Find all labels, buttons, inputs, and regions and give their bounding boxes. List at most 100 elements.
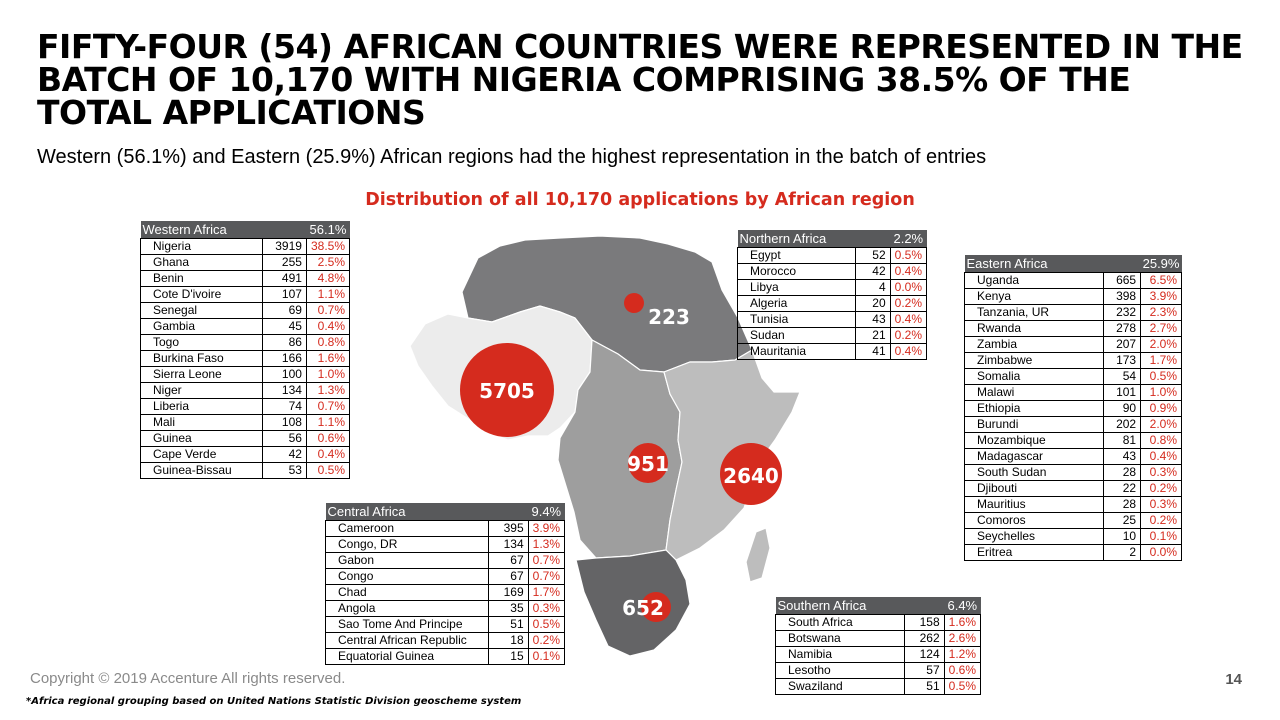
country-count: 395 — [488, 520, 529, 537]
country-count: 134 — [261, 382, 307, 399]
footnote: *Africa regional grouping based on Unite… — [26, 696, 522, 707]
country-share: 0.8% — [1140, 432, 1182, 449]
table-row: Tunisia 43 0.4% — [736, 311, 928, 328]
country-share: 1.6% — [943, 614, 982, 631]
table-row: Mauritania 41 0.4% — [736, 343, 928, 360]
country-share: 0.5% — [527, 616, 566, 633]
country-share: 0.5% — [1140, 368, 1182, 385]
country-name: Algeria — [736, 295, 857, 312]
country-name: Equatorial Guinea — [324, 648, 490, 665]
table-row: Somalia 54 0.5% — [963, 368, 1182, 385]
country-share: 0.7% — [305, 302, 351, 319]
central-africa-table: Central Africa 9.4% Cameroon 395 3.9% Congo, … — [324, 503, 566, 665]
country-name: Madagascar — [963, 448, 1105, 465]
table-row: Sao Tome And Principe 51 0.5% — [324, 616, 566, 633]
country-share: 0.4% — [889, 311, 928, 328]
country-count: 108 — [261, 414, 307, 431]
bubble-central — [628, 443, 668, 483]
country-name: Gabon — [324, 552, 490, 569]
country-count: 43 — [855, 311, 891, 328]
country-share: 1.6% — [305, 350, 351, 367]
country-share: 0.5% — [305, 462, 351, 479]
region-share: 25.9% — [1140, 255, 1182, 273]
country-count: 52 — [855, 247, 891, 264]
country-share: 0.7% — [527, 552, 566, 569]
table-row: Comoros 25 0.2% — [963, 512, 1182, 529]
country-count: 45 — [261, 318, 307, 335]
table-row: Ghana 255 2.5% — [140, 254, 351, 271]
table-row: Seychelles 10 0.1% — [963, 528, 1182, 545]
country-count: 124 — [903, 646, 945, 663]
region-bubbles: 5705 223 951 2640 652 — [460, 293, 782, 622]
country-share: 0.1% — [1140, 528, 1182, 545]
bubble-eastern — [720, 443, 782, 505]
country-count: 4 — [855, 279, 891, 296]
country-share: 2.0% — [1140, 416, 1182, 433]
table-row: Chad 169 1.7% — [324, 584, 566, 601]
bubble-eastern-label: 2640 — [723, 464, 779, 488]
country-count: 56 — [261, 430, 307, 447]
table-row: Algeria 20 0.2% — [736, 295, 928, 312]
slide-title: FIFTY-FOUR (54) AFRICAN COUNTRIES WERE R… — [37, 27, 1243, 132]
country-name: Chad — [324, 584, 490, 601]
country-share: 0.4% — [305, 318, 351, 335]
table-row: Liberia 74 0.7% — [140, 398, 351, 415]
country-share: 0.2% — [1140, 480, 1182, 497]
country-share: 1.7% — [527, 584, 566, 601]
country-name: Sao Tome And Principe — [324, 616, 490, 633]
country-name: Burkina Faso — [140, 350, 263, 367]
country-name: Togo — [140, 334, 263, 351]
copyright-notice: Copyright © 2019 Accenture All rights re… — [30, 670, 346, 687]
table-row: Mali 108 1.1% — [140, 414, 351, 431]
table-row: Tanzania, UR 232 2.3% — [963, 304, 1182, 321]
country-count: 173 — [1103, 352, 1142, 369]
table-row: Angola 35 0.3% — [324, 600, 566, 617]
country-count: 74 — [261, 398, 307, 415]
region-share: 6.4% — [944, 597, 981, 615]
country-name: Tunisia — [736, 311, 857, 328]
country-share: 3.9% — [527, 520, 566, 537]
region-share: 56.1% — [306, 221, 350, 239]
country-name: Cameroon — [324, 520, 490, 537]
table-row: Niger 134 1.3% — [140, 382, 351, 399]
country-share: 0.5% — [943, 678, 982, 695]
table-row: Kenya 398 3.9% — [963, 288, 1182, 305]
country-count: 21 — [855, 327, 891, 344]
country-name: Malawi — [963, 384, 1105, 401]
table-row: Congo, DR 134 1.3% — [324, 536, 566, 553]
country-share: 0.3% — [1140, 464, 1182, 481]
bubble-southern — [641, 592, 671, 622]
table-row: Congo 67 0.7% — [324, 568, 566, 585]
country-name: Namibia — [775, 646, 905, 663]
country-count: 202 — [1103, 416, 1142, 433]
country-share: 0.2% — [527, 632, 566, 649]
country-share: 1.7% — [1140, 352, 1182, 369]
table-row: Namibia 124 1.2% — [775, 646, 982, 663]
country-name: Sudan — [736, 327, 857, 344]
country-count: 665 — [1103, 272, 1142, 289]
madagascar-island — [745, 527, 771, 583]
country-share: 6.5% — [1140, 272, 1182, 289]
table-row: Mauritius 28 0.3% — [963, 496, 1182, 513]
country-share: 0.4% — [305, 446, 351, 463]
country-count: 86 — [261, 334, 307, 351]
country-count: 398 — [1103, 288, 1142, 305]
country-count: 42 — [855, 263, 891, 280]
country-count: 262 — [903, 630, 945, 647]
table-row: Botswana 262 2.6% — [775, 630, 982, 647]
country-count: 43 — [1103, 448, 1142, 465]
table-row: Zambia 207 2.0% — [963, 336, 1182, 353]
country-name: Gambia — [140, 318, 263, 335]
bubble-central-label: 951 — [627, 452, 669, 476]
country-count: 169 — [488, 584, 529, 601]
country-share: 1.0% — [305, 366, 351, 383]
country-share: 2.5% — [305, 254, 351, 271]
country-share: 0.6% — [943, 662, 982, 679]
country-count: 51 — [488, 616, 529, 633]
country-share: 4.8% — [305, 270, 351, 287]
table-row: Rwanda 278 2.7% — [963, 320, 1182, 337]
country-count: 42 — [261, 446, 307, 463]
country-count: 51 — [903, 678, 945, 695]
country-share: 0.2% — [889, 327, 928, 344]
